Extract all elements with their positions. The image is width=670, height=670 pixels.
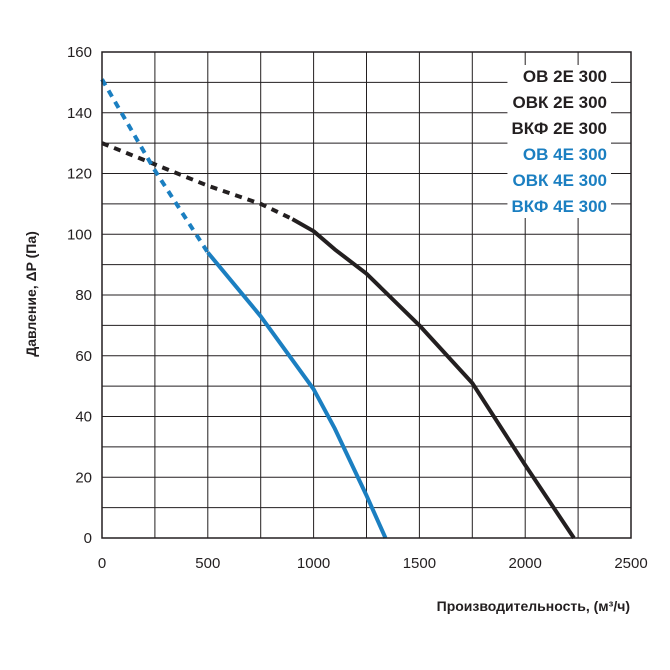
series-line-dashed <box>100 78 210 254</box>
x-tick-label: 2000 <box>509 555 542 572</box>
x-tick-label: 1000 <box>297 555 330 572</box>
y-tick-labels: 0 20 40 60 80 100 120 140 160 <box>67 44 92 547</box>
x-tick-label: 2500 <box>614 555 647 572</box>
series-line-solid <box>291 217 576 540</box>
legend-entry: ОВК 2Е 300 <box>513 93 607 112</box>
x-tick-labels: 0 500 1000 1500 2000 2500 <box>98 555 648 572</box>
legend-entry: ОВК 4Е 300 <box>513 171 607 190</box>
y-tick-label: 20 <box>75 469 92 486</box>
series-line-solid <box>206 251 388 539</box>
legend-entry: ОВ 2Е 300 <box>523 67 607 86</box>
y-tick-label: 60 <box>75 348 92 365</box>
legend: ОВ 2Е 300 ОВК 2Е 300 ВКФ 2Е 300 ОВ 4Е 300 ОВ… <box>511 67 607 216</box>
legend-entry: ВКФ 4Е 300 <box>511 197 607 216</box>
legend-entry: ОВ 4Е 300 <box>523 145 607 164</box>
x-tick-label: 0 <box>98 555 106 572</box>
x-tick-label: 1500 <box>403 555 436 572</box>
y-tick-label: 80 <box>75 287 92 304</box>
x-axis-title: Производительность, (м³/ч) <box>437 598 630 614</box>
plot-frame <box>101 51 632 539</box>
y-tick-label: 0 <box>84 530 92 547</box>
y-axis-title: Давление, ΔP (Па) <box>23 231 39 357</box>
y-tick-label: 120 <box>67 166 92 183</box>
y-tick-label: 140 <box>67 105 92 122</box>
series-line-dashed <box>101 141 294 221</box>
y-tick-label: 40 <box>75 409 92 426</box>
y-tick-label: 160 <box>67 44 92 61</box>
x-tick-label: 500 <box>195 555 220 572</box>
series-lines <box>100 78 576 540</box>
y-tick-label: 100 <box>67 226 92 243</box>
legend-entry: ВКФ 2Е 300 <box>511 119 607 138</box>
legend-background <box>507 65 611 218</box>
